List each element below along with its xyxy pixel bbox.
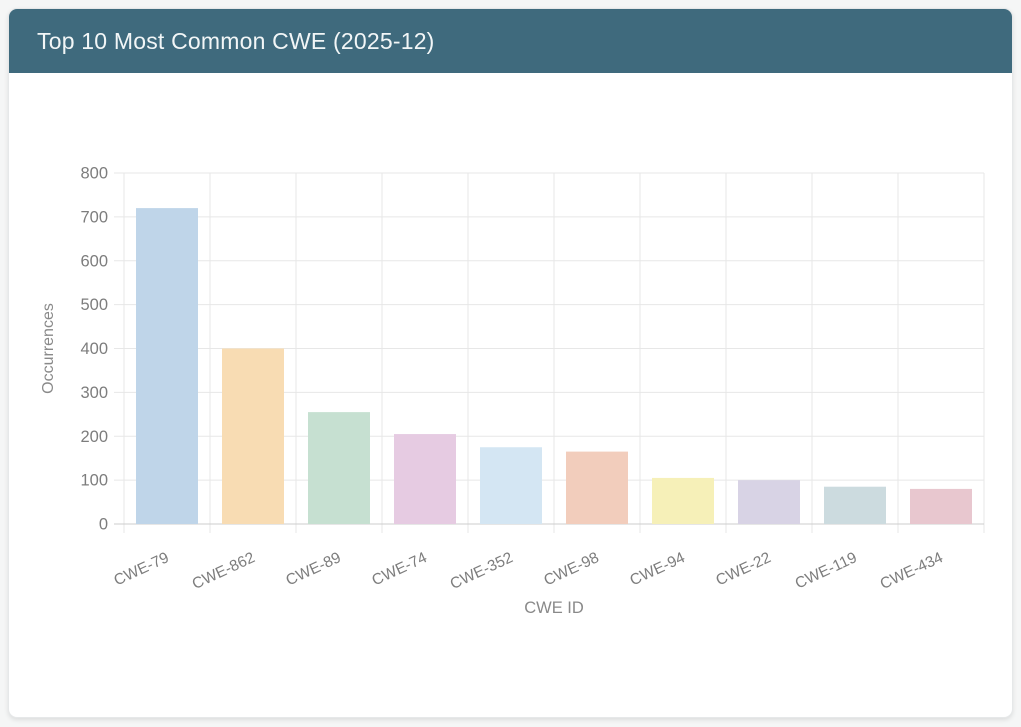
- bar-chart: 0 100 200 300 400 500 600 700 800 CWE-79 CWE-862 CW…: [40, 165, 985, 617]
- chart-card: Top 10 Most Common CWE (2025-12) 0 100 200…: [8, 8, 1013, 718]
- x-axis-title: CWE ID: [524, 599, 584, 617]
- y-tick-label: 700: [80, 208, 108, 226]
- x-tick-label: CWE-94: [627, 549, 688, 589]
- card-header: Top 10 Most Common CWE (2025-12): [9, 9, 1012, 73]
- x-tick-label: CWE-74: [369, 549, 430, 589]
- bar-CWE-89[interactable]: [308, 412, 370, 524]
- x-tick-label: CWE-119: [793, 549, 860, 592]
- bar-CWE-79[interactable]: [136, 208, 198, 524]
- x-tick-label: CWE-862: [190, 549, 258, 593]
- x-tick-label: CWE-89: [283, 549, 343, 589]
- x-tick-label: CWE-79: [111, 549, 171, 589]
- bar-CWE-94[interactable]: [652, 477, 714, 524]
- y-tick-label: 600: [80, 252, 108, 270]
- y-tick-label: 300: [80, 384, 108, 402]
- bar-CWE-434[interactable]: [910, 488, 972, 524]
- bar-CWE-119[interactable]: [824, 486, 886, 524]
- x-tick-label: CWE-352: [448, 549, 516, 593]
- y-tick-label: 800: [80, 165, 108, 183]
- y-axis-title: Occurrences: [40, 303, 57, 394]
- bar-CWE-98[interactable]: [566, 451, 628, 524]
- x-tick-label: CWE-98: [541, 549, 601, 589]
- y-tick-label: 100: [80, 472, 108, 490]
- chart-area: 0 100 200 300 400 500 600 700 800 CWE-79 CWE-862 CW…: [9, 73, 1012, 717]
- bar-CWE-74[interactable]: [394, 434, 456, 524]
- x-tick-label: CWE-22: [713, 549, 773, 589]
- y-tick-label: 0: [99, 516, 108, 534]
- bar-CWE-352[interactable]: [480, 447, 542, 524]
- y-tick-label: 500: [80, 296, 108, 314]
- bar-CWE-22[interactable]: [738, 480, 800, 524]
- y-tick-label: 200: [80, 428, 108, 446]
- chart-title: Top 10 Most Common CWE (2025-12): [37, 27, 435, 54]
- y-tick-label: 400: [80, 340, 108, 358]
- x-tick-label: CWE-434: [878, 549, 946, 593]
- bar-CWE-862[interactable]: [222, 348, 284, 525]
